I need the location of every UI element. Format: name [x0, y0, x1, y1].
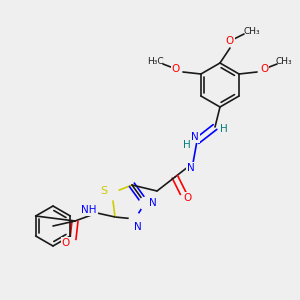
Text: O: O [62, 238, 70, 248]
Text: H₃C: H₃C [147, 58, 163, 67]
Text: O: O [226, 36, 234, 46]
Text: N: N [191, 132, 199, 142]
Text: O: O [184, 193, 192, 203]
Text: CH₃: CH₃ [244, 26, 260, 35]
Text: H: H [183, 140, 191, 150]
Text: O: O [260, 64, 268, 74]
Text: O: O [172, 64, 180, 74]
Text: N: N [187, 163, 195, 173]
Text: NH: NH [81, 205, 97, 215]
Text: N: N [134, 222, 142, 232]
Text: N: N [149, 198, 157, 208]
Text: CH₃: CH₃ [276, 58, 292, 67]
Text: S: S [100, 186, 108, 196]
Text: H: H [220, 124, 228, 134]
